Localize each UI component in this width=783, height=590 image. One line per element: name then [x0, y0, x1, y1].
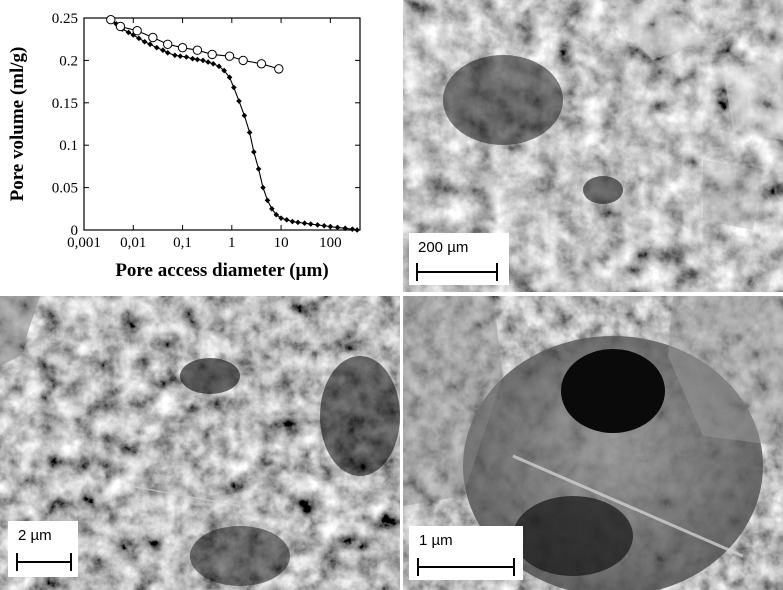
series-2-point	[148, 32, 158, 43]
series-1-point	[221, 67, 227, 74]
y-tick-label: 0	[71, 223, 79, 239]
series-1-point	[164, 49, 171, 56]
series-1-point	[141, 38, 148, 45]
series-1-point	[260, 184, 266, 191]
series-1-point	[147, 41, 153, 48]
series-1-point	[334, 224, 341, 231]
y-tick-label: 0.05	[52, 181, 78, 197]
series-1-point	[125, 29, 132, 36]
x-tick-label: 10	[274, 235, 289, 251]
series-group	[106, 14, 360, 233]
series-2-point	[177, 42, 188, 53]
scale-bar-b: 2 µm	[8, 521, 78, 577]
plot-frame	[83, 17, 361, 231]
series-2-point	[115, 21, 126, 32]
series-1-line	[110, 19, 358, 231]
series-2-point	[192, 45, 203, 55]
y-tick-label: 0.15	[52, 96, 78, 112]
series-1-point	[226, 74, 233, 81]
x-tick-label: 100	[319, 235, 342, 251]
series-1-point	[241, 112, 248, 119]
y-axis-label: Pore volume (ml/g)	[7, 47, 28, 202]
series-2-point	[132, 26, 142, 36]
series-1-point	[273, 211, 280, 218]
series-1-point	[200, 57, 206, 64]
series-1-point	[327, 223, 334, 230]
y-tick-label: 0.2	[59, 53, 78, 69]
series-1-point	[172, 52, 178, 59]
series-1-point	[255, 166, 262, 172]
x-tick-group: 0,001 0,01 0,1 1 10 100	[67, 18, 342, 251]
sem-micrograph-a: 200 µm	[403, 0, 783, 292]
series-2-point	[256, 59, 267, 69]
series-1-point	[269, 206, 275, 212]
series-1-point	[236, 98, 242, 104]
y-tick-label: 0.1	[59, 138, 78, 154]
series-2-point	[106, 14, 116, 25]
series-2-point	[274, 64, 284, 74]
x-tick-label: 1	[228, 235, 236, 251]
scale-bar-label: 1 µm	[419, 532, 453, 549]
x-tick-label: 0,1	[173, 235, 192, 251]
series-1-point	[210, 60, 217, 67]
series-1-point	[342, 225, 348, 232]
series-1-point	[349, 226, 356, 232]
series-1-point	[289, 218, 296, 225]
series-1-point	[283, 217, 290, 223]
scale-bar-label: 2 µm	[18, 527, 52, 544]
series-1-point	[314, 222, 321, 228]
series-1-point	[246, 129, 253, 136]
y-tick-label: 0.25	[52, 11, 78, 27]
x-axis-label: Pore access diameter (µm)	[115, 260, 328, 281]
series-1-point	[189, 55, 196, 62]
chart-svg: 0,001 0,01 0,1 1 10 100 0 0.05 0.1 0.15 0.2 0.25 P…	[7, 11, 361, 281]
series-2-point	[238, 55, 248, 66]
series-1-point	[160, 47, 166, 54]
series-1-point	[251, 149, 257, 155]
series-1-point	[321, 222, 327, 229]
series-1-point	[231, 84, 237, 91]
series-1-point	[301, 220, 308, 227]
pore-volume-chart: 0,001 0,01 0,1 1 10 100 0 0.05 0.1 0.15 0.2 0.25 P…	[0, 0, 400, 292]
series-1-point	[136, 35, 142, 42]
sem-micrograph-c: 1 µm	[403, 296, 783, 590]
series-1-point	[216, 63, 222, 70]
series-2-point	[163, 39, 173, 49]
sem-micrograph-b: 2 µm	[0, 296, 400, 590]
x-tick-label: 0,01	[120, 235, 146, 251]
y-tick-group: 0 0.05 0.1 0.15 0.2 0.25	[52, 11, 360, 239]
series-2-point	[207, 49, 217, 60]
series-1-point	[295, 219, 301, 226]
series-1-point	[130, 32, 137, 38]
scale-bar-label: 200 µm	[418, 239, 469, 256]
scale-bar-a: 200 µm	[409, 233, 509, 285]
series-1-point	[177, 53, 184, 59]
series-1-point	[354, 227, 360, 233]
series-1-point	[278, 215, 284, 221]
x-tick-label: 0,001	[67, 235, 101, 251]
series-1-point	[183, 54, 190, 60]
series-1-point	[205, 59, 211, 65]
series-1-point	[194, 56, 201, 63]
scale-bar-c: 1 µm	[409, 526, 523, 580]
series-1-point	[264, 197, 271, 204]
series-1-point	[307, 221, 314, 227]
series-1-point	[153, 44, 160, 51]
series-2-point	[224, 51, 235, 61]
